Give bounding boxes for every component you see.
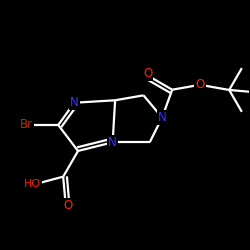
Text: N: N [108, 136, 117, 149]
Text: HO: HO [24, 178, 41, 188]
Text: Br: Br [20, 118, 33, 132]
Text: N: N [70, 96, 79, 109]
Text: O: O [195, 78, 204, 91]
Text: O: O [63, 199, 72, 212]
Text: N: N [158, 111, 166, 124]
Text: O: O [143, 67, 152, 80]
